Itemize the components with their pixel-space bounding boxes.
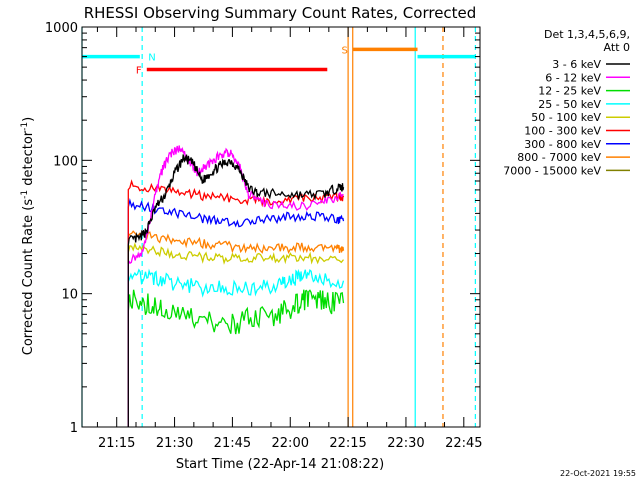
plot-area: NF S <box>81 26 481 428</box>
y-tick-label-0: 1 <box>70 421 78 436</box>
y-axis: 1 10 100 1000 <box>45 21 480 436</box>
series-line-7 <box>127 230 345 427</box>
legend-label-2: 12 - 25 keV <box>538 85 601 98</box>
flag-label-s: S <box>342 45 348 56</box>
legend-label-4: 50 - 100 keV <box>531 111 601 124</box>
y-axis-label: Corrected Count Rate (s-1 detector-1) <box>20 117 36 355</box>
series-line-5 <box>127 179 345 427</box>
legend-header-line2: Att 0 <box>604 41 630 54</box>
series-line-2 <box>127 289 345 427</box>
legend-label-6: 300 - 800 keV <box>524 138 601 151</box>
legend-label-0: 3 - 6 keV <box>552 58 601 71</box>
series-line-3 <box>127 268 345 427</box>
y-axis-label-sup2: -1 <box>20 122 30 131</box>
flag-label-f: F <box>136 66 142 77</box>
chart-title: RHESSI Observing Summary Count Rates, Co… <box>84 4 477 22</box>
series-line-6 <box>127 197 345 427</box>
y-tick-label-2: 100 <box>53 154 78 169</box>
flag-label-n: N <box>148 53 155 64</box>
y-axis-label-main: Corrected Count Rate (s <box>21 199 36 356</box>
legend-label-5: 100 - 300 keV <box>524 125 601 138</box>
legend-label-8: 7000 - 15000 keV <box>503 164 601 177</box>
plot-frame <box>81 26 481 428</box>
y-axis-label-mid: detector <box>21 130 36 190</box>
y-axis-label-end: ) <box>21 117 36 122</box>
x-tick-label-6: 22:45 <box>445 436 482 451</box>
y-tick-label-1: 10 <box>61 288 78 303</box>
x-tick-label-0: 21:15 <box>98 436 135 451</box>
x-axis-label: Start Time (22-Apr-14 21:08:22) <box>176 457 384 472</box>
footer-timestamp: 22-Oct-2021 19:55 <box>560 469 636 478</box>
x-tick-label-4: 22:15 <box>329 436 366 451</box>
x-axis: 21:15 21:30 21:45 22:00 22:15 22:30 22:45 <box>96 27 483 451</box>
x-tick-label-5: 22:30 <box>387 436 424 451</box>
x-tick-label-3: 22:00 <box>272 436 309 451</box>
series-line-0 <box>127 154 345 427</box>
legend-label-1: 6 - 12 keV <box>545 71 601 84</box>
x-tick-label-1: 21:30 <box>156 436 193 451</box>
series-line-1 <box>127 145 344 427</box>
x-tick-label-2: 21:45 <box>214 436 251 451</box>
series-line-4 <box>127 242 345 427</box>
legend-label-3: 25 - 50 keV <box>538 98 601 111</box>
y-tick-label-3: 1000 <box>45 21 78 36</box>
y-axis-label-sup1: -1 <box>20 190 30 199</box>
legend-header-line1: Det 1,3,4,5,6,9, <box>544 28 630 41</box>
legend-label-7: 800 - 7000 keV <box>517 151 601 164</box>
